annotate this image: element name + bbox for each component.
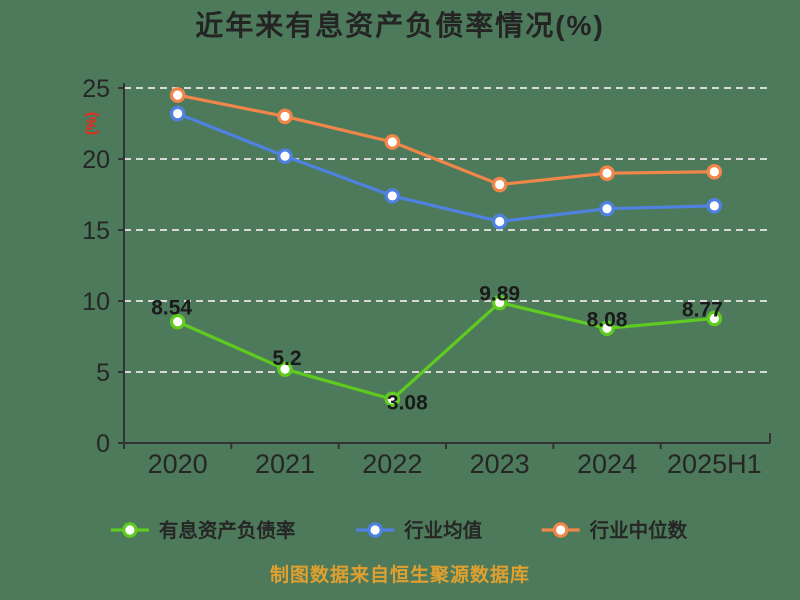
svg-text:有息资产负债率: 有息资产负债率 [159,519,296,542]
svg-text:5: 5 [96,359,110,387]
svg-text:2020: 2020 [148,449,208,479]
svg-text:制图数据来自恒生聚源数据库: 制图数据来自恒生聚源数据库 [270,563,530,586]
svg-text:20: 20 [82,146,110,174]
svg-text:2022: 2022 [362,449,422,479]
svg-text:0: 0 [96,430,110,458]
svg-text:3.08: 3.08 [387,391,428,414]
svg-text:8.08: 8.08 [587,308,628,331]
svg-text:8.54: 8.54 [151,297,192,320]
svg-text:9.89: 9.89 [479,283,520,306]
svg-text:2025H1: 2025H1 [667,449,762,479]
svg-text:行业均值: 行业均值 [403,519,483,542]
svg-text:行业中位数: 行业中位数 [589,519,688,542]
svg-text:8.77: 8.77 [682,298,723,321]
svg-text:5.2: 5.2 [272,347,301,370]
svg-text:2024: 2024 [577,449,637,479]
svg-text:2021: 2021 [255,449,315,479]
svg-text:25: 25 [82,75,110,103]
svg-text:(%): (%) [83,112,100,135]
svg-text:2023: 2023 [470,449,530,479]
svg-text:15: 15 [82,217,110,245]
svg-text:10: 10 [82,288,110,316]
